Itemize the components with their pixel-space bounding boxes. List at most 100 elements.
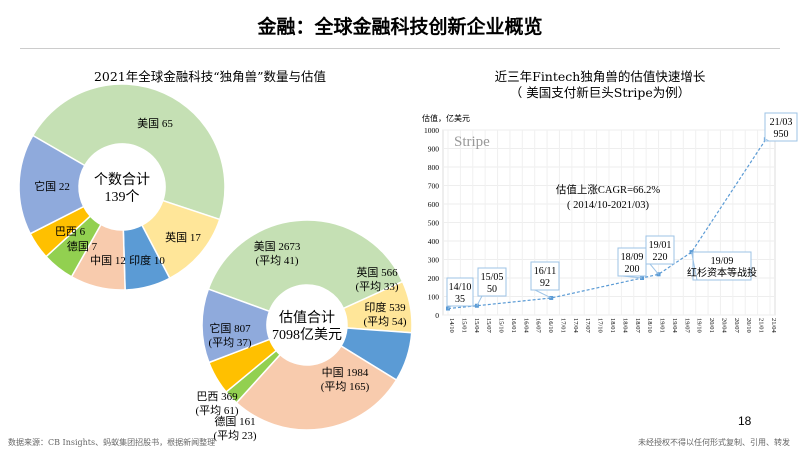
- series-label: Stripe: [454, 134, 490, 150]
- callout-value: 35: [455, 294, 465, 305]
- x-tick-label: 16/04: [522, 318, 529, 334]
- value-donut-label: (平均 41): [255, 254, 298, 267]
- x-tick-label: 18/10: [646, 318, 653, 333]
- callout-value: 50: [487, 284, 497, 295]
- x-tick-label: 20/04: [720, 318, 727, 334]
- x-tick-label: 17/04: [572, 318, 579, 334]
- value-donut-slice-中国: [235, 344, 398, 431]
- y-tick-label: 200: [428, 274, 440, 283]
- y-axis-label: 估值，亿美元: [422, 113, 470, 123]
- page-title: 金融：全球金融科技创新企业概览: [257, 16, 543, 38]
- callout-value: 92: [540, 278, 550, 289]
- callout-box: [477, 267, 507, 297]
- x-tick-label: 15/01: [460, 318, 467, 333]
- x-tick-label: 17/01: [559, 318, 566, 333]
- value-donut-label: 印度 539: [364, 300, 406, 314]
- value-donut-slice-它国: [201, 288, 271, 364]
- y-tick-label: 800: [428, 163, 440, 172]
- x-tick-label: 15/10: [498, 318, 505, 333]
- value-donut-label: (平均 61): [195, 404, 238, 417]
- callout-label: 19/01: [649, 240, 672, 251]
- y-tick-label: 900: [428, 145, 440, 154]
- callout-pointer: [476, 295, 483, 306]
- x-tick-label: 16/07: [535, 318, 542, 334]
- count-donut-label: 中国 12: [90, 254, 126, 267]
- x-tick-label: 17/07: [584, 318, 591, 334]
- y-tick-label: 700: [428, 182, 440, 191]
- value-donut-label: 中国 1984: [322, 366, 369, 379]
- value-donut-label: 美国 2673: [254, 240, 301, 253]
- count-donut-label: 美国 65: [137, 117, 173, 130]
- y-tick-label: 400: [428, 237, 440, 246]
- callout-pointer: [621, 275, 643, 279]
- callout-label: 21/03: [770, 117, 793, 128]
- callout-pointer: [691, 252, 698, 281]
- callout-box: [617, 247, 647, 277]
- callout-label: 16/11: [534, 266, 556, 277]
- count-donut-slice-它国: [18, 134, 86, 235]
- callout-pointer: [534, 289, 552, 299]
- count-donut-label: 巴西 6: [55, 226, 86, 238]
- footer-source: 数据来源：CB Insights、蚂蚁集团招股书，根据新闻整理: [8, 438, 216, 447]
- x-tick-label: 21/04: [770, 318, 777, 334]
- callout-box: [692, 251, 752, 281]
- x-tick-label: 20/10: [745, 318, 752, 333]
- cagr-annotation: ( 2014/10-2021/03): [567, 200, 649, 211]
- count-donut-center-label: 个数合计: [94, 172, 150, 188]
- callout-box: [645, 235, 675, 265]
- value-donut-center-label: 估值合计: [279, 310, 335, 326]
- callout-label: 19/09: [711, 256, 734, 267]
- value-donut-label: (平均 54): [363, 315, 406, 328]
- value-donut-center-label: 7098亿美元: [272, 327, 342, 343]
- callout-box: [446, 277, 474, 307]
- x-tick-label: 19/07: [683, 318, 690, 334]
- value-donut-label: 它国 807: [209, 321, 251, 335]
- right-chart-subtitle: 近三年Fintech独角兽的估值快速增长: [494, 69, 706, 84]
- right-chart-subtitle-2: （ 美国支付新巨头Stripe为例）: [509, 85, 691, 100]
- x-tick-label: 16/10: [547, 318, 554, 333]
- x-tick-label: 17/10: [597, 318, 604, 333]
- footer-note: 未经授权不得以任何形式复制、引用、转发: [638, 438, 790, 447]
- y-tick-label: 600: [428, 200, 440, 209]
- x-tick-label: 19/01: [659, 318, 666, 333]
- value-donut-label: 英国 566: [356, 265, 398, 279]
- count-donut-label: 印度 10: [129, 253, 165, 267]
- value-donut-label: 巴西 369: [196, 391, 238, 403]
- y-tick-label: 100: [428, 293, 440, 302]
- cagr-annotation: 估值上涨CAGR=66.2%: [556, 183, 660, 196]
- x-tick-label: 18/01: [609, 318, 616, 333]
- divider: [20, 48, 780, 49]
- count-donut-slice-美国: [31, 83, 226, 221]
- count-donut-label: 它国 22: [34, 179, 70, 193]
- x-tick-label: 14/10: [448, 318, 455, 333]
- count-donut-label: 英国 17: [165, 230, 201, 244]
- x-tick-label: 15/07: [485, 318, 492, 334]
- x-tick-label: 15/04: [473, 318, 480, 334]
- y-tick-label: 300: [428, 256, 440, 265]
- x-tick-label: 18/04: [621, 318, 628, 334]
- callout-label: 14/10: [449, 282, 472, 293]
- callout-value: 200: [625, 264, 640, 275]
- left-chart-subtitle: 2021年全球金融科技“独角兽”数量与估值: [93, 69, 327, 84]
- x-tick-label: 19/04: [671, 318, 678, 334]
- x-tick-label: 18/07: [634, 318, 641, 334]
- value-donut-slice-美国: [207, 219, 404, 313]
- value-donut-label: (平均 23): [213, 429, 256, 442]
- x-tick-label: 20/01: [708, 318, 715, 333]
- callout-label: 15/05: [481, 272, 504, 283]
- count-donut-label: 德国 7: [67, 239, 98, 253]
- x-tick-label: 16/01: [510, 318, 517, 333]
- count-donut-center-label: 139个: [105, 189, 140, 205]
- y-tick-label: 1000: [424, 126, 439, 135]
- x-tick-label: 21/01: [758, 318, 765, 333]
- y-tick-label: 500: [428, 219, 440, 228]
- callout-label: 18/09: [621, 252, 644, 263]
- y-tick-label: 0: [435, 311, 439, 320]
- value-donut-label: (平均 165): [321, 380, 370, 393]
- callout-value: 950: [774, 129, 789, 140]
- callout-pointer: [765, 138, 770, 142]
- callout-pointer: [447, 305, 452, 309]
- value-donut-label: (平均 37): [208, 336, 251, 349]
- x-tick-label: 19/10: [696, 318, 703, 333]
